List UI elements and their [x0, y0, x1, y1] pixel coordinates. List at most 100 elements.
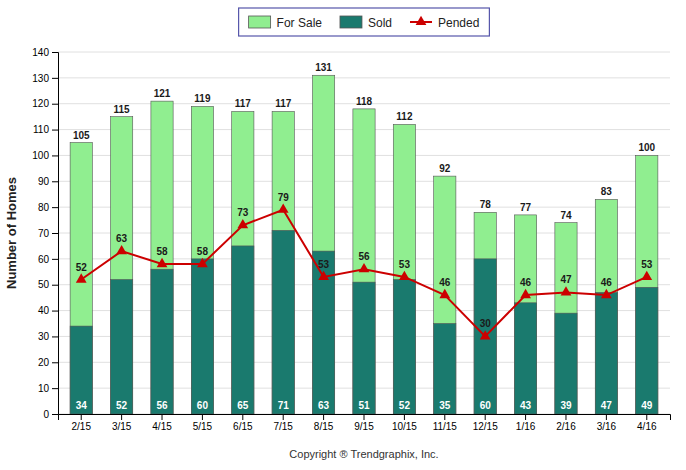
data-label: 117 [235, 98, 252, 109]
y-tick-mark [52, 388, 58, 389]
y-tick-label: 100 [32, 150, 49, 161]
data-label: 121 [154, 88, 171, 99]
marker [237, 219, 248, 228]
y-axis: 0102030405060708090100110120130140 [32, 47, 58, 420]
x-tick-mark [202, 414, 203, 420]
y-tick-mark [52, 311, 58, 312]
x-tick: 11/15 [433, 414, 458, 432]
y-tick-mark [52, 130, 58, 131]
marker [480, 330, 491, 339]
data-label: 52 [399, 400, 411, 411]
y-tick: 80 [38, 202, 58, 213]
x-tick-label: 2/16 [556, 421, 576, 432]
x-tick-mark [485, 414, 486, 420]
legend-swatch [249, 16, 271, 28]
y-tick-label: 140 [32, 47, 49, 58]
marker [439, 289, 450, 298]
marker [116, 245, 127, 254]
y-tick-label: 30 [38, 331, 50, 342]
bar [595, 292, 617, 414]
y-axis-title: Number of Homes [4, 177, 19, 289]
y-tick: 10 [38, 383, 58, 394]
bar [272, 111, 294, 414]
x-tick: 4/16 [637, 414, 657, 432]
data-label: 47 [560, 274, 572, 285]
grid-line [58, 52, 670, 53]
y-tick-label: 10 [38, 383, 50, 394]
x-tick: 10/15 [392, 414, 417, 432]
bar [312, 75, 334, 414]
x-tick-label: 3/15 [112, 421, 132, 432]
x-tick: 2/16 [556, 414, 576, 432]
data-label: 49 [641, 400, 653, 411]
y-tick-mark [52, 336, 58, 337]
data-label: 53 [318, 259, 330, 270]
y-tick: 130 [32, 73, 58, 84]
data-label: 131 [315, 62, 332, 73]
x-tick: 3/15 [112, 414, 132, 432]
x-tick-mark [121, 414, 122, 420]
data-label: 79 [278, 192, 290, 203]
y-tick: 0 [43, 409, 58, 420]
y-tick-label: 80 [38, 202, 50, 213]
x-tick-label: 4/15 [152, 421, 172, 432]
marker [399, 271, 410, 280]
legend-label: For Sale [277, 16, 323, 30]
x-tick-label: 3/16 [597, 421, 617, 432]
data-label: 115 [114, 104, 131, 115]
bar [111, 117, 133, 414]
x-tick: 2/15 [71, 414, 91, 432]
y-tick: 40 [38, 305, 58, 316]
x-tick-mark [646, 414, 647, 420]
legend-label: Pended [438, 16, 479, 30]
y-tick: 100 [32, 150, 58, 161]
y-tick-mark [52, 155, 58, 156]
y-tick-mark [52, 233, 58, 234]
y-tick: 20 [38, 357, 58, 368]
bar [393, 124, 415, 414]
x-tick: 5/15 [193, 414, 213, 432]
x-tick-mark [565, 414, 566, 420]
chart: 01020304050607080901001101201301402/153/… [0, 0, 686, 470]
data-label: 83 [601, 186, 613, 197]
bar [474, 259, 496, 414]
y-tick: 140 [32, 47, 58, 58]
bar [555, 223, 577, 414]
bar [636, 155, 658, 414]
y-tick-mark [52, 181, 58, 182]
data-label: 52 [76, 262, 88, 273]
legend-item: Pended [410, 16, 479, 30]
x-tick-label: 6/15 [233, 421, 253, 432]
y-tick-label: 20 [38, 357, 50, 368]
x-tick-mark [283, 414, 284, 420]
data-label: 112 [396, 111, 413, 122]
data-label: 46 [601, 277, 613, 288]
x-tick-label: 1/16 [516, 421, 536, 432]
x-tick: 9/15 [354, 414, 374, 432]
data-label: 56 [156, 400, 168, 411]
bar [191, 259, 213, 414]
data-label: 63 [116, 233, 128, 244]
legend-frame [239, 8, 490, 36]
data-label: 34 [76, 400, 88, 411]
bar [70, 326, 92, 414]
bar [514, 303, 536, 414]
y-tick-mark [52, 104, 58, 105]
data-label: 53 [641, 259, 653, 270]
bar [514, 215, 536, 414]
x-tick: 8/15 [314, 414, 334, 432]
grid-line [58, 77, 670, 78]
data-label: 78 [480, 199, 492, 210]
legend-marker [416, 16, 427, 25]
x-tick-label: 9/15 [354, 421, 374, 432]
marker [520, 289, 531, 298]
x-tick-mark [525, 414, 526, 420]
data-label: 73 [237, 207, 249, 218]
line [81, 210, 647, 337]
data-label: 117 [275, 98, 292, 109]
x-tick-label: 2/15 [71, 421, 91, 432]
data-label: 92 [439, 163, 451, 174]
marker [601, 289, 612, 298]
y-tick: 70 [38, 228, 58, 239]
data-label: 100 [638, 142, 655, 153]
